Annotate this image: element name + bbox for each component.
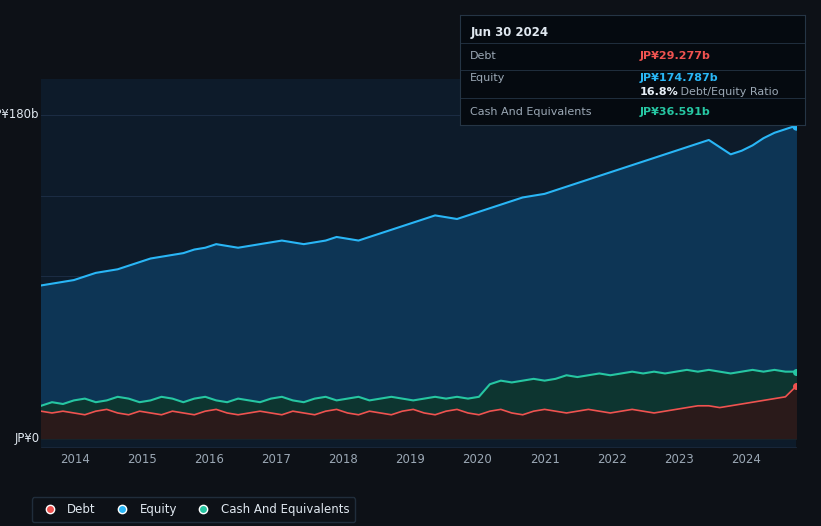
Legend: Debt, Equity, Cash And Equivalents: Debt, Equity, Cash And Equivalents [32, 498, 355, 522]
Text: JP¥36.591b: JP¥36.591b [640, 107, 710, 117]
Text: Jun 30 2024: Jun 30 2024 [470, 26, 548, 39]
Text: 16.8%: 16.8% [640, 87, 678, 97]
Text: Debt/Equity Ratio: Debt/Equity Ratio [677, 87, 779, 97]
Text: Debt: Debt [470, 51, 497, 61]
Text: JP¥29.277b: JP¥29.277b [640, 51, 710, 61]
Text: Cash And Equivalents: Cash And Equivalents [470, 107, 592, 117]
Text: Equity: Equity [470, 73, 506, 83]
Text: JP¥174.787b: JP¥174.787b [640, 73, 718, 83]
Text: JP¥0: JP¥0 [15, 432, 39, 444]
Text: JP¥180b: JP¥180b [0, 108, 39, 122]
